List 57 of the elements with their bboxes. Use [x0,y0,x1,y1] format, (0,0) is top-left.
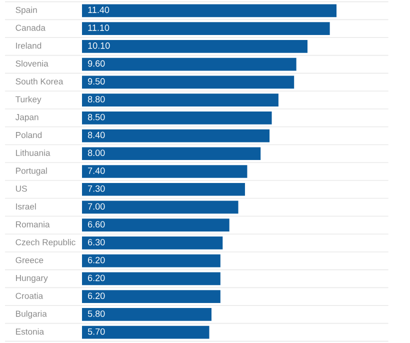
bar [82,200,238,214]
data-label: 6.30 [88,239,105,246]
data-label: 5.70 [88,328,105,335]
bar [82,76,294,89]
y-tick-label: Romania [16,221,50,228]
data-label: 11.40 [88,6,110,14]
data-label: 8.80 [88,96,105,102]
bar [82,182,245,196]
y-tick-label: Bulgaria [16,310,47,318]
bar [82,58,296,71]
y-tick-label: Estonia [16,328,44,335]
bar [82,40,308,53]
y-tick-label: Slovenia [16,60,48,67]
y-tick-label: Portugal [16,167,47,176]
data-label: 8.50 [88,114,105,120]
y-tick-label: Croatia [16,292,44,299]
bar [82,272,220,286]
data-label: 5.80 [88,310,105,317]
data-label: 8.40 [88,132,105,138]
data-label: 6.60 [88,221,105,228]
bar [82,326,210,339]
bar [82,254,220,268]
data-label: 9.60 [88,60,105,67]
y-tick-label: Poland [16,132,42,138]
data-label: 6.20 [88,256,105,264]
bar [82,22,330,35]
bar [82,236,223,250]
y-tick-label: Israel [16,203,36,210]
bar [82,4,337,18]
y-tick-label: Greece [16,257,44,264]
y-tick-label: Czech Republic [16,238,76,247]
data-label: 6.20 [88,274,105,282]
y-tick-label: Canada [16,24,46,31]
data-label: 10.10 [88,42,110,49]
bar [82,94,278,106]
y-tick-label: US [16,186,27,192]
y-tick-label: Hungary [16,275,48,283]
y-tick-label: South Korea [16,78,64,84]
bar [82,147,261,160]
bar [82,111,272,124]
bar [82,129,270,142]
y-tick-label: Japan [15,114,38,122]
data-label: 11.10 [88,24,110,31]
bar [82,290,220,304]
y-tick-label: Spain [16,6,37,15]
y-tick-label: Turkey [16,96,42,104]
bar [82,165,248,178]
y-tick-label: Lithuania [16,150,50,156]
data-label: 7.30 [88,185,105,192]
bar [82,308,212,321]
data-label: 7.00 [88,203,105,210]
data-label: 8.00 [88,150,105,156]
data-label: 6.20 [88,292,105,300]
y-tick-label: Ireland [16,42,42,49]
data-label: 7.40 [88,168,105,174]
bar [82,218,230,232]
data-label: 9.50 [88,78,105,85]
